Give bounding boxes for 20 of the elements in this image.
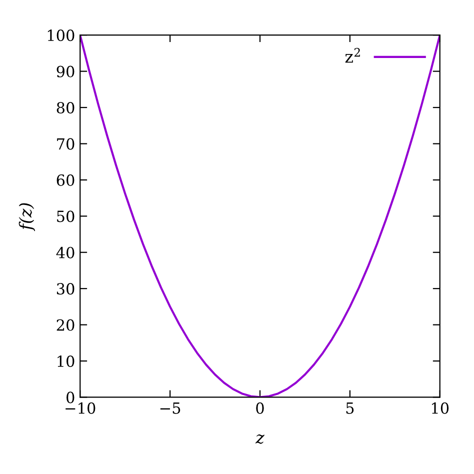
x-tick-label: 10 <box>432 402 449 414</box>
y-tick-label: 40 <box>56 246 74 258</box>
x-tick-label: −5 <box>160 402 180 414</box>
x-axis-title: z <box>255 434 264 444</box>
y-axis-title: f(z) <box>18 203 35 232</box>
legend-label: z$^{2}$ <box>345 48 360 63</box>
y-tick-label: 20 <box>56 319 74 331</box>
y-tick-label: 50 <box>57 210 74 222</box>
x-tick-label: 5 <box>346 402 354 414</box>
y-tick-label: 60 <box>56 174 74 186</box>
y-tick-label: 80 <box>56 102 74 114</box>
y-tick-label: 90 <box>56 66 74 78</box>
line-series <box>80 35 440 398</box>
y-tick-label: 100 <box>48 30 74 42</box>
x-tick-label: 0 <box>256 402 264 414</box>
y-tick-label: 30 <box>56 283 74 295</box>
y-tick-label: 0 <box>66 392 74 404</box>
y-tick-label: 70 <box>57 138 74 150</box>
x-tick-label: −10 <box>66 402 96 414</box>
y-tick-label: 10 <box>58 355 74 368</box>
